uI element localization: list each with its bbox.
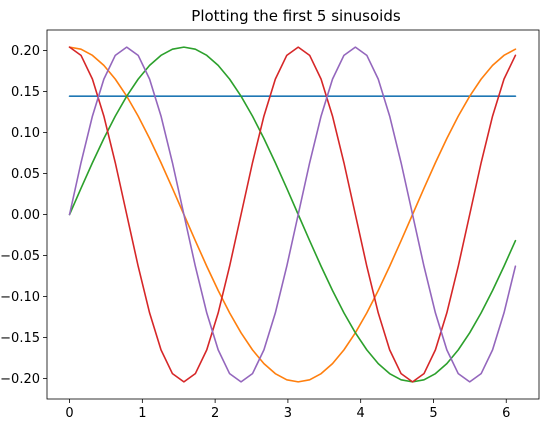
y-tick-label: 0.00 — [11, 208, 40, 223]
y-tick-label: −0.10 — [0, 290, 40, 305]
x-tick-label: 4 — [357, 406, 365, 421]
y-tick-label: 0.20 — [11, 44, 40, 59]
x-tick-label: 0 — [65, 406, 73, 421]
y-tick-label: 0.05 — [11, 167, 40, 182]
axes-layer: 0 1 2 3 4 5 6 −0.20 −0.15 −0.10 −0.05 0.00 0.05 0.10 0… — [0, 29, 540, 421]
x-tick-label: 2 — [211, 406, 219, 421]
x-tick-label: 6 — [502, 406, 510, 421]
series-line-5 — [68, 46, 517, 383]
y-tick-label: 0.15 — [11, 85, 40, 100]
x-tick-label: 3 — [284, 406, 292, 421]
series-line-3 — [68, 46, 517, 383]
y-tick-label: −0.15 — [0, 331, 40, 346]
y-tick-label: −0.05 — [0, 249, 40, 264]
y-tick-label: −0.20 — [0, 372, 40, 387]
y-tick-label: 0.10 — [11, 126, 40, 141]
x-tick-label: 1 — [138, 406, 146, 421]
series-line-4 — [68, 46, 517, 383]
plot-frame — [46, 29, 540, 400]
series-line-2 — [68, 46, 517, 383]
series-layer — [68, 46, 517, 383]
chart-title: Plotting the first 5 sinusoids — [191, 7, 401, 25]
x-tick-label: 5 — [429, 406, 437, 421]
